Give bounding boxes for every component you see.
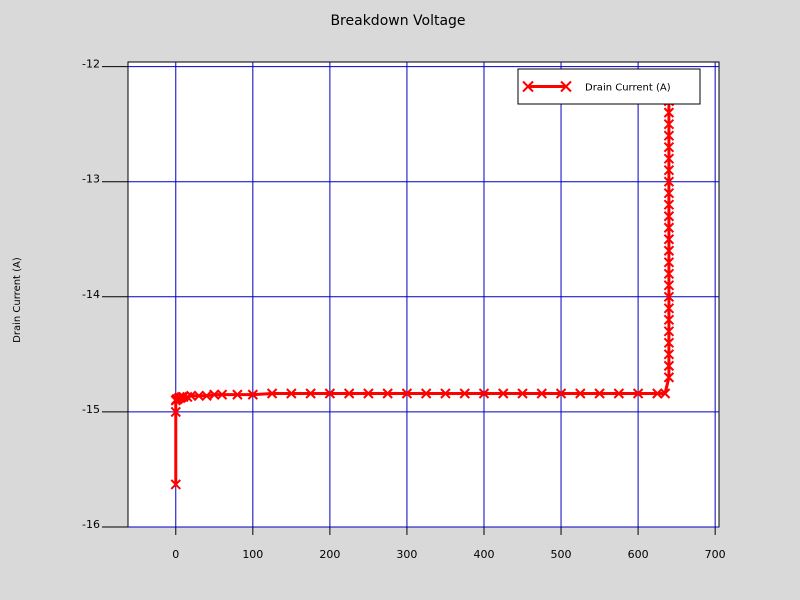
data-marker: [193, 390, 205, 401]
x-tick-label: 700: [705, 548, 726, 561]
data-marker: [536, 388, 547, 399]
data-marker: [343, 388, 355, 399]
data-marker: [663, 303, 675, 314]
x-tick-label: 600: [628, 548, 649, 561]
data-marker: [216, 389, 228, 400]
data-marker: [663, 107, 675, 118]
legend-box: [517, 68, 701, 105]
data-marker: [170, 479, 181, 490]
data-marker: [382, 388, 393, 399]
data-marker: [663, 130, 675, 141]
data-marker: [663, 372, 675, 383]
data-marker: [663, 153, 675, 164]
y-tick-label: -13: [82, 173, 100, 186]
x-tick-label: 100: [242, 548, 263, 561]
data-marker: [659, 388, 671, 399]
data-marker: [663, 118, 675, 130]
data-marker: [663, 257, 675, 268]
data-marker: [266, 388, 278, 399]
data-marker: [324, 388, 336, 399]
data-marker: [663, 268, 675, 279]
data-marker: [401, 388, 413, 399]
data-marker: [613, 388, 625, 399]
data-marker: [663, 360, 675, 372]
data-marker: [498, 388, 509, 399]
data-marker: [663, 141, 675, 153]
y-tick-label: -14: [82, 288, 100, 301]
x-tick-label: 0: [172, 548, 179, 561]
data-marker: [185, 390, 197, 401]
data-marker: [663, 337, 675, 349]
x-tick-label: 200: [319, 548, 340, 561]
y-tick-label: -16: [82, 518, 100, 531]
data-marker: [663, 211, 675, 222]
data-marker: [663, 234, 675, 245]
data-marker: [555, 388, 567, 399]
data-marker: [663, 164, 675, 176]
legend-marker: [522, 80, 534, 93]
data-marker: [663, 222, 675, 233]
data-marker: [663, 199, 675, 210]
data-marker: [632, 388, 644, 399]
data-marker: [517, 388, 528, 399]
x-tick-label: 500: [551, 548, 572, 561]
data-marker: [420, 388, 432, 399]
data-marker: [478, 388, 490, 399]
data-marker: [663, 245, 675, 256]
data-marker: [663, 280, 675, 291]
x-tick-label: 400: [473, 548, 494, 561]
data-marker: [209, 389, 220, 400]
y-tick-label: -12: [82, 58, 100, 71]
data-marker: [575, 388, 586, 399]
data-marker: [363, 388, 374, 399]
data-marker: [594, 388, 605, 399]
data-marker: [232, 389, 243, 400]
data-marker: [652, 388, 663, 399]
data-marker: [663, 349, 675, 360]
data-marker: [286, 388, 297, 399]
legend-label: Drain Current (A): [585, 83, 671, 94]
data-marker: [663, 188, 675, 199]
chart-title: Breakdown Voltage: [330, 13, 465, 29]
y-axis-label: Drain Current (A): [12, 257, 23, 343]
data-line: [174, 101, 671, 485]
data-marker: [305, 388, 316, 399]
data-marker: [247, 389, 259, 400]
data-marker: [459, 388, 470, 399]
y-tick-label: -15: [82, 403, 100, 416]
data-marker: [663, 291, 675, 303]
plot-area: [127, 61, 720, 528]
data-marker: [663, 176, 675, 187]
data-marker: [440, 388, 451, 399]
data-marker: [170, 406, 181, 418]
x-tick-label: 300: [396, 548, 417, 561]
data-marker: [663, 326, 675, 337]
data-marker: [663, 314, 675, 326]
legend-marker: [560, 80, 572, 93]
